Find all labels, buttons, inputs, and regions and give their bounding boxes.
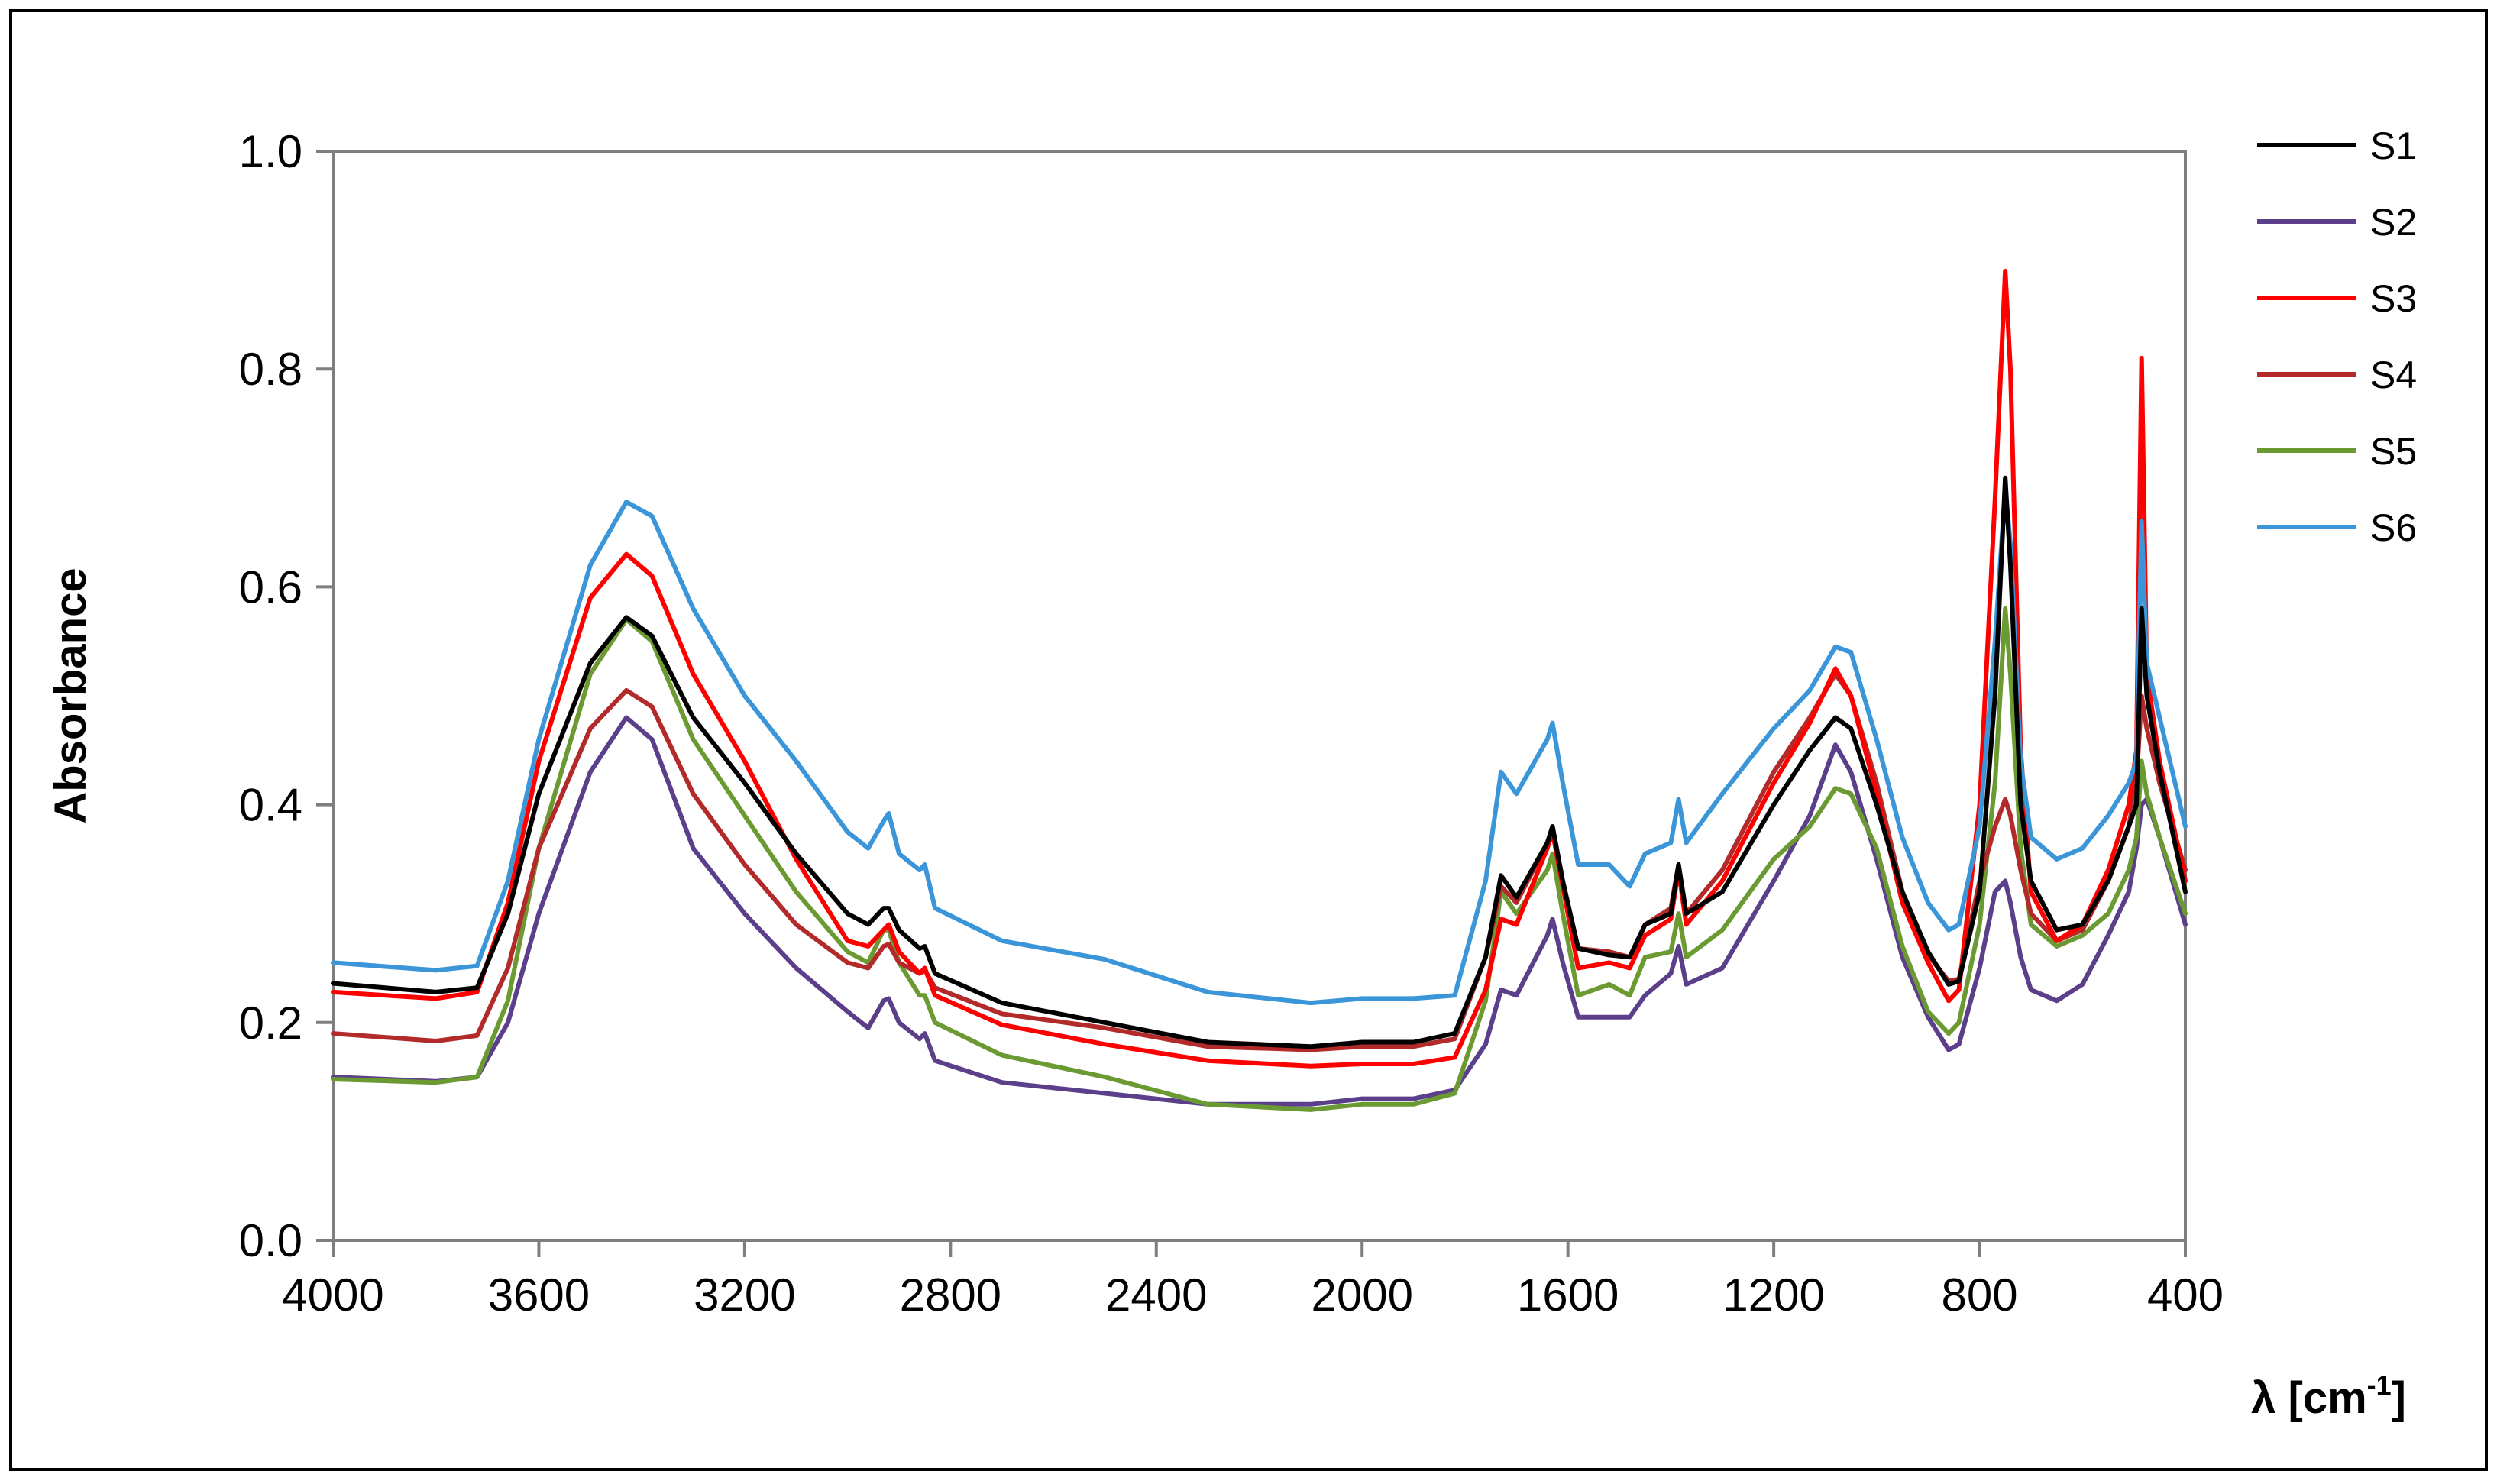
y-tick-label: 0.6 xyxy=(239,561,302,613)
x-tick-label: 1200 xyxy=(1722,1269,1824,1321)
x-axis-title: λ [cm-1] xyxy=(2251,1369,2406,1423)
x-tick-label: 2400 xyxy=(1105,1269,1207,1321)
legend-label-s5: S5 xyxy=(2370,430,2417,473)
x-tick-label: 3200 xyxy=(694,1269,795,1321)
y-axis-title: Absorbance xyxy=(46,567,95,823)
x-tick-label: 800 xyxy=(1942,1269,2018,1321)
series-line-s3 xyxy=(331,268,2188,1069)
y-tick-label: 0.4 xyxy=(239,780,302,831)
x-tick-label: 4000 xyxy=(282,1269,383,1321)
legend-label-s1: S1 xyxy=(2370,124,2417,167)
y-axis: 0.0 0.2 0.4 0.6 0.8 1.0 xyxy=(239,126,335,1266)
y-tick-label: 1.0 xyxy=(239,126,302,177)
series-line-s2 xyxy=(331,715,2188,1107)
x-tick-label: 1600 xyxy=(1517,1269,1619,1321)
legend-label-s4: S4 xyxy=(2370,354,2417,396)
y-tick-label: 0.2 xyxy=(239,997,302,1049)
y-tick-label: 0.8 xyxy=(239,344,302,395)
x-axis-title-sup: -1 xyxy=(2367,1369,2392,1401)
series-line-s1 xyxy=(331,475,2188,1049)
legend-label-s3: S3 xyxy=(2370,277,2417,320)
x-axis-title-tail: ] xyxy=(2392,1373,2406,1423)
series-lines xyxy=(331,268,2188,1112)
legend-label-s2: S2 xyxy=(2370,201,2417,244)
x-axis-title-main: λ [cm xyxy=(2251,1373,2367,1423)
x-tick-label: 2800 xyxy=(900,1269,1001,1321)
x-axis: 4000 3600 3200 2800 2400 2000 1600 1200 800 400 xyxy=(282,1239,2224,1321)
x-tick-label: 2000 xyxy=(1311,1269,1412,1321)
x-tick-label: 3600 xyxy=(488,1269,590,1321)
series-line-s5 xyxy=(331,606,2188,1112)
legend-label-s6: S6 xyxy=(2370,506,2417,549)
plot-area xyxy=(332,150,2187,1242)
legend: S1 S2 S3 S4 S5 S6 xyxy=(2257,124,2417,549)
y-tick-label: 0.0 xyxy=(239,1215,302,1266)
x-tick-label: 400 xyxy=(2147,1269,2224,1321)
